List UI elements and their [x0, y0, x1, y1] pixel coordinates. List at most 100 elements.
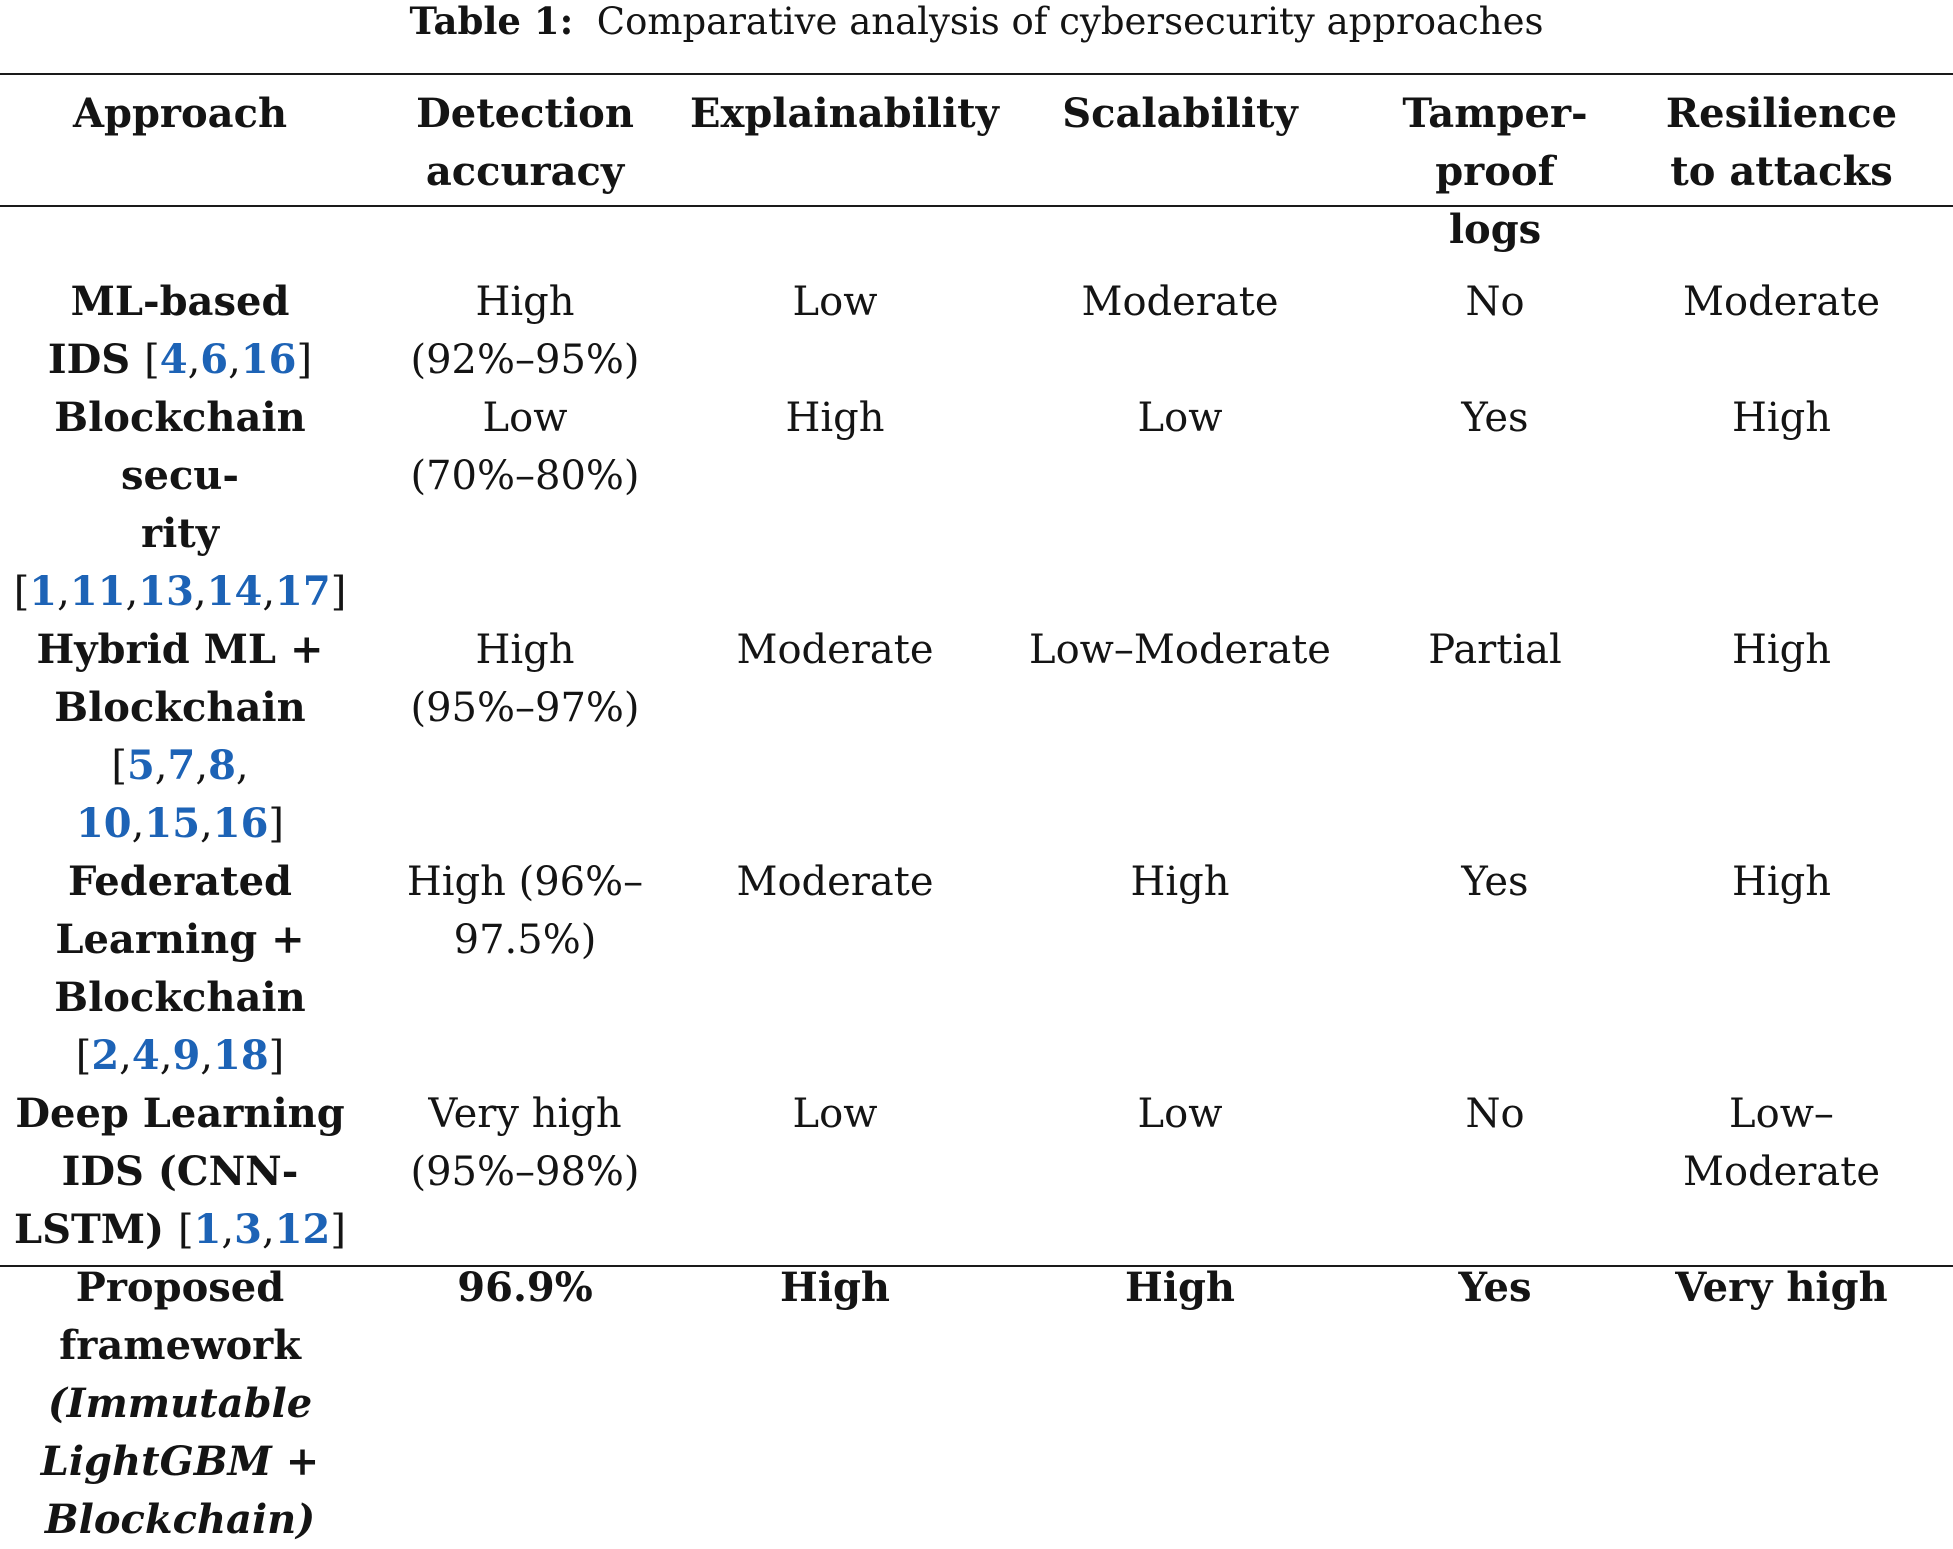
citation-link[interactable]: 8 [208, 742, 236, 789]
cell-tamper-proof-logs: No [1465, 279, 1525, 325]
approach-line: framework [59, 1322, 301, 1369]
header-detection-accuracy: Detection accuracy [360, 75, 690, 259]
approach-line: LSTM) [14, 1206, 165, 1253]
citation-link[interactable]: 16 [212, 800, 269, 847]
cell-resilience: Moderate [1682, 279, 1881, 325]
cell-detection-accuracy: 96.9% [457, 1264, 593, 1311]
citation-link[interactable]: 10 [75, 800, 132, 847]
resilience-line: Moderate [1682, 1149, 1881, 1195]
detection-range: (95%–97%) [410, 685, 640, 731]
header-resilience: Resilience to attacks [1610, 75, 1953, 259]
table-row-proposed: Proposed framework (Immutable LightGBM +… [0, 1259, 1953, 1549]
cell-resilience: High [1731, 395, 1832, 441]
citation-link[interactable]: 9 [172, 1032, 201, 1079]
approach-italic-line: (Immutable [47, 1380, 313, 1427]
citation-link[interactable]: 7 [167, 742, 196, 789]
cell-detection-accuracy: High (96%– 97.5%) [360, 853, 690, 1085]
table-row: Federated Learning + Blockchain [2,4,9,1… [0, 853, 1953, 1085]
approach-line: rity [141, 510, 219, 557]
cell-explainability: Moderate [736, 859, 934, 905]
citation-link[interactable]: 6 [200, 336, 229, 383]
cell-detection-accuracy: Very high (95%–98%) [360, 1085, 690, 1259]
cell-scalability: Low–Moderate [1029, 627, 1331, 673]
approach-italic-line: Blockchain) [44, 1496, 316, 1543]
approach-line: Deep Learning [15, 1090, 345, 1137]
table-header-rule [0, 205, 1953, 207]
table-row: ML-based IDS [4,6,16] High (92%–95%) Low … [0, 259, 1953, 389]
header-approach: Approach [0, 75, 360, 259]
header-detection-text-2: accuracy [425, 148, 625, 195]
cell-scalability: Low [1137, 1091, 1223, 1137]
approach-line: Blockchain [54, 684, 306, 731]
header-tamper-text-1: Tamper-proof [1402, 90, 1588, 195]
comparison-table: Approach Detection accuracy Explainabilit… [0, 75, 1953, 1549]
approach-line: Hybrid ML + [36, 626, 324, 673]
detection-value: Low [482, 395, 568, 441]
citation-link[interactable]: 18 [213, 1032, 269, 1079]
detection-value: Very high [428, 1091, 622, 1137]
citation-link[interactable]: 15 [144, 800, 201, 847]
resilience-line: Low– [1729, 1091, 1834, 1137]
table-row: Hybrid ML + Blockchain [5,7,8, 10,15,16] … [0, 621, 1953, 853]
detection-range: (95%–98%) [410, 1149, 640, 1195]
header-scalability: Scalability [980, 75, 1380, 259]
table-bottom-rule [0, 1265, 1953, 1267]
citation-link[interactable]: 5 [126, 742, 155, 789]
approach-line: IDS [47, 336, 131, 383]
header-explainability-text: Explainability [690, 90, 999, 137]
approach-line: Proposed [75, 1264, 285, 1311]
citation-link[interactable]: 17 [275, 568, 331, 615]
cell-approach: Federated Learning + Blockchain [2,4,9,1… [54, 858, 306, 1079]
citation-link[interactable]: 3 [234, 1206, 262, 1253]
cell-tamper-proof-logs: Yes [1461, 395, 1529, 441]
cell-resilience: High [1731, 627, 1832, 673]
citation-link[interactable]: 1 [29, 568, 58, 615]
citation-link[interactable]: 4 [131, 1032, 160, 1079]
cell-resilience: High [1731, 859, 1832, 905]
citation-link[interactable]: 4 [159, 336, 188, 383]
header-tamper-proof-logs: Tamper-proof logs [1380, 75, 1610, 259]
approach-line: Blockchain [54, 974, 306, 1021]
table-row: Deep Learning IDS (CNN- LSTM) [1,3,12] V… [0, 1085, 1953, 1259]
table-top-rule [0, 73, 1953, 75]
approach-line: IDS (CNN- [61, 1148, 299, 1195]
citation-link[interactable]: 12 [274, 1206, 331, 1253]
header-scalability-text: Scalability [1062, 90, 1298, 137]
cell-approach: Blockchain secu- rity [1,11,13,14,17] [13, 394, 347, 615]
table-caption-label: Table 1: [409, 0, 574, 43]
citation-link[interactable]: 11 [69, 568, 126, 615]
detection-range: (70%–80%) [410, 453, 640, 499]
cell-tamper-proof-logs: Partial [1428, 627, 1562, 673]
citation-link[interactable]: 14 [206, 568, 263, 615]
citation-link[interactable]: 16 [240, 336, 297, 383]
approach-line: Blockchain secu- [54, 394, 306, 499]
cell-detection-accuracy: Low (70%–80%) [360, 389, 690, 621]
approach-line: ML-based [70, 278, 290, 325]
cell-scalability: High [1124, 1264, 1236, 1311]
detection-value: High (96%– [406, 859, 644, 905]
approach-italic-line: LightGBM [40, 1438, 272, 1485]
cell-explainability: High [785, 395, 885, 441]
header-resilience-text-1: Resilience [1665, 90, 1898, 137]
cell-approach: Proposed framework (Immutable LightGBM +… [0, 1259, 360, 1549]
citation-link[interactable]: 1 [193, 1206, 222, 1253]
detection-range: (92%–95%) [410, 337, 640, 383]
table-header-row: Approach Detection accuracy Explainabilit… [0, 75, 1953, 259]
cell-detection-accuracy: High (95%–97%) [360, 621, 690, 853]
cell-resilience: Very high [1675, 1264, 1888, 1311]
header-resilience-text-2: to attacks [1670, 148, 1893, 195]
approach-line: Federated [68, 858, 292, 905]
cell-scalability: Low [1137, 395, 1223, 441]
citation-link[interactable]: 13 [138, 568, 194, 615]
cell-approach: Deep Learning IDS (CNN- LSTM) [1,3,12] [14, 1090, 346, 1253]
detection-value: High [475, 627, 575, 673]
cell-tamper-proof-logs: No [1465, 1091, 1525, 1137]
approach-line: Learning + [55, 916, 305, 963]
header-approach-text: Approach [72, 90, 288, 137]
cell-approach: Hybrid ML + Blockchain [5,7,8, 10,15,16] [36, 626, 324, 847]
header-tamper-text-2: logs [1448, 206, 1542, 253]
detection-range: 97.5%) [453, 917, 597, 963]
table-caption: Table 1: Comparative analysis of cyberse… [0, 0, 1953, 43]
table-caption-title: Comparative analysis of cybersecurity ap… [596, 0, 1544, 43]
citation-link[interactable]: 2 [91, 1032, 120, 1079]
